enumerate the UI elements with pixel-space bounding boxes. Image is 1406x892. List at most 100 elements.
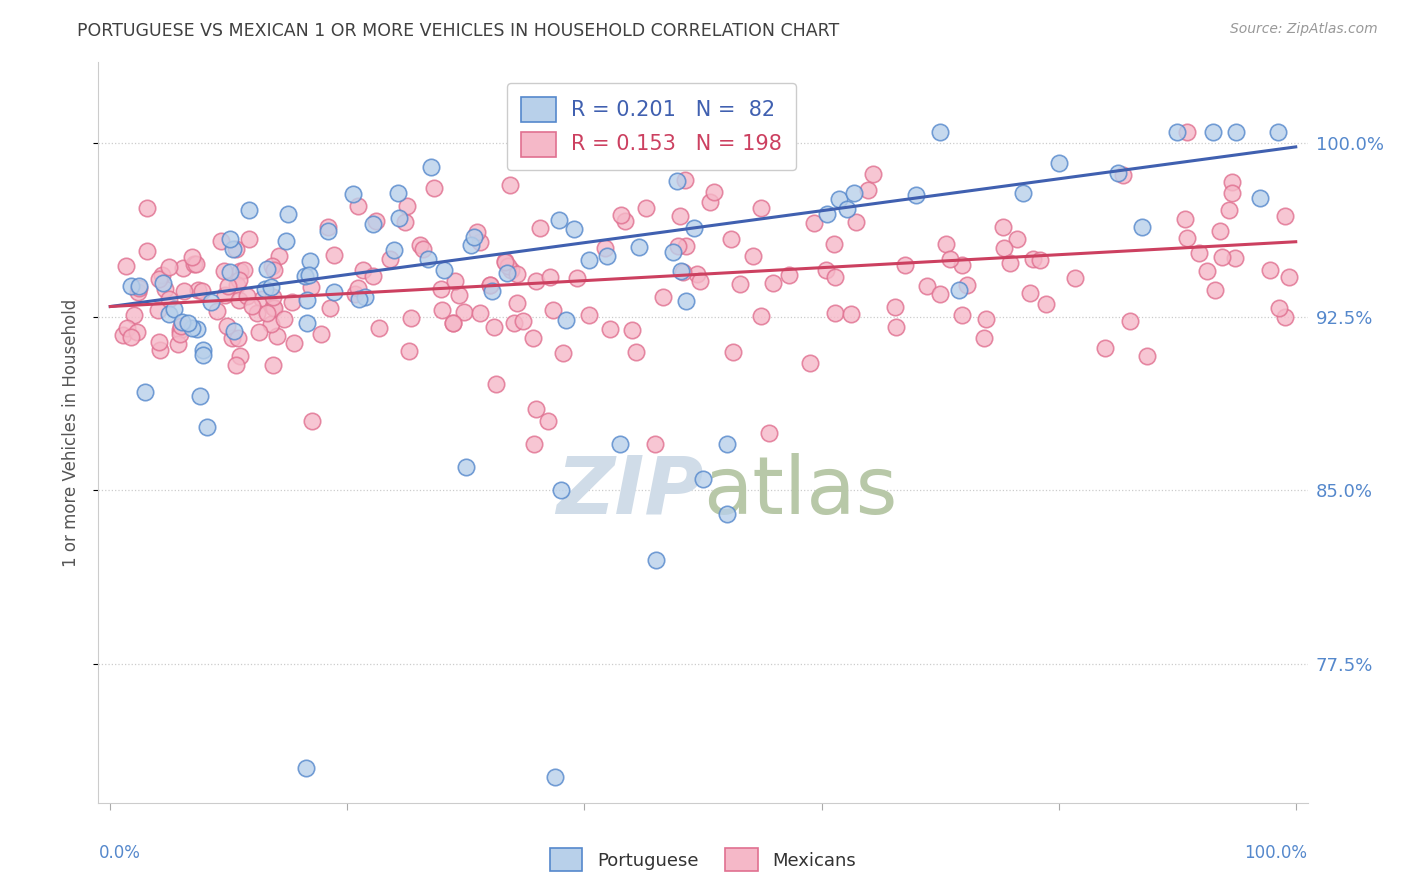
Point <box>884 300 907 314</box>
Point <box>703 186 725 200</box>
Point <box>215 319 238 334</box>
Point <box>363 269 385 284</box>
Point <box>1249 191 1271 205</box>
Point <box>856 183 879 197</box>
Point <box>281 294 304 309</box>
Text: Source: ZipAtlas.com: Source: ZipAtlas.com <box>1230 22 1378 37</box>
Point <box>418 252 440 266</box>
Point <box>565 270 588 285</box>
Point <box>928 286 950 301</box>
Point <box>127 285 149 299</box>
Point <box>263 301 285 315</box>
Point <box>915 278 938 293</box>
Point <box>443 274 465 288</box>
Point <box>229 264 252 278</box>
Point <box>716 437 738 451</box>
Point <box>610 208 633 222</box>
Point <box>609 437 631 451</box>
Point <box>1225 125 1247 139</box>
Point <box>454 460 477 475</box>
Point <box>503 316 526 330</box>
Point <box>222 242 245 256</box>
Point <box>250 292 273 306</box>
Point <box>550 483 572 498</box>
Point <box>148 271 170 285</box>
Point <box>233 263 256 277</box>
Point <box>354 290 377 304</box>
Point <box>238 202 260 217</box>
Point <box>948 283 970 297</box>
Point <box>1012 186 1035 201</box>
Point <box>548 213 571 227</box>
Point <box>823 236 845 251</box>
Point <box>420 161 443 175</box>
Point <box>136 201 159 215</box>
Point <box>409 238 432 252</box>
Point <box>115 260 138 274</box>
Point <box>481 284 503 298</box>
Point <box>627 240 650 254</box>
Point <box>814 263 837 277</box>
Point <box>183 257 205 271</box>
Point <box>1188 246 1211 260</box>
Point <box>157 307 180 321</box>
Point <box>669 209 692 223</box>
Point <box>1197 264 1219 278</box>
Point <box>845 214 868 228</box>
Point <box>263 263 285 277</box>
Point <box>1175 125 1198 139</box>
Point <box>742 249 765 263</box>
Point <box>155 282 177 296</box>
Point <box>675 294 697 309</box>
Point <box>225 358 247 372</box>
Point <box>669 263 692 277</box>
Point <box>120 330 142 344</box>
Point <box>905 188 928 202</box>
Point <box>146 302 169 317</box>
Point <box>1204 284 1226 298</box>
Point <box>226 331 249 345</box>
Point <box>269 249 291 263</box>
Point <box>181 321 204 335</box>
Text: atlas: atlas <box>703 453 897 531</box>
Point <box>260 259 283 273</box>
Point <box>236 288 259 302</box>
Point <box>363 217 385 231</box>
Point <box>319 301 342 315</box>
Point <box>522 331 544 345</box>
Point <box>229 349 252 363</box>
Point <box>482 320 505 334</box>
Point <box>352 262 374 277</box>
Point <box>666 238 689 252</box>
Point <box>170 315 193 329</box>
Point <box>479 278 502 293</box>
Point <box>463 230 485 244</box>
Point <box>200 295 222 310</box>
Point <box>485 376 508 391</box>
Point <box>295 293 318 307</box>
Point <box>1136 350 1159 364</box>
Point <box>544 770 567 784</box>
Point <box>1094 341 1116 355</box>
Point <box>364 214 387 228</box>
Point <box>815 207 838 221</box>
Point <box>595 241 617 255</box>
Point <box>343 287 366 301</box>
Point <box>844 186 866 201</box>
Point <box>467 225 489 239</box>
Point <box>666 174 689 188</box>
Point <box>149 343 172 358</box>
Point <box>692 472 714 486</box>
Point <box>388 211 411 225</box>
Point <box>512 314 534 328</box>
Point <box>212 264 235 278</box>
Point <box>169 319 191 334</box>
Point <box>1223 251 1246 265</box>
Point <box>152 276 174 290</box>
Point <box>1119 314 1142 328</box>
Point <box>720 232 742 246</box>
Point <box>256 261 278 276</box>
Point <box>283 335 305 350</box>
Point <box>217 278 239 293</box>
Point <box>749 309 772 323</box>
